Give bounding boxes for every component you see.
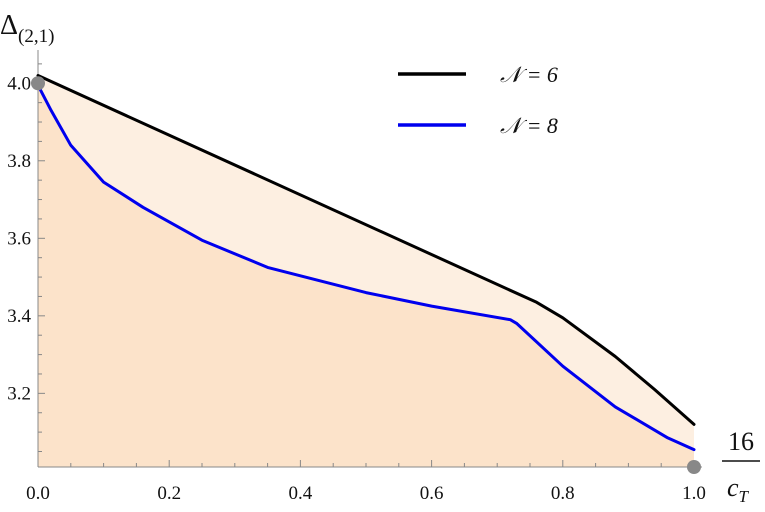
area-fill-2 [38,85,694,467]
series-line-2 [36,83,696,452]
x-tick-label: 0.0 [26,483,50,504]
x-axis-label-denominator: cT [727,473,750,506]
area-fills [38,75,694,467]
series-line-1 [36,74,696,426]
x-axis-label: 16 cT [722,427,760,506]
point-marker-1 [31,76,45,91]
x-tick-label: 0.4 [289,483,313,504]
legend: 𝒩 = 6 𝒩 = 8 [398,62,558,138]
series-lines [36,74,696,452]
y-tick-label: 4.0 [7,73,31,94]
x-tick-label: 0.6 [420,483,444,504]
x-tick-label: 1.0 [682,483,706,504]
axes: 0.0 0.2 0.4 0.6 0.8 1.0 3.2 3.4 3.6 3.8 4.0 [7,50,706,504]
x-axis-label-numerator: 16 [728,427,754,456]
y-tick-label: 3.6 [7,228,31,249]
y-tick-label: 3.4 [7,306,31,327]
y-axis-label: Δ(2,1) [0,10,54,47]
point-marker-2 [687,460,701,474]
y-tick-label: 3.2 [7,383,31,404]
legend-label-2: 𝒩 = 8 [500,113,558,138]
legend-label-1: 𝒩 = 6 [500,62,558,87]
x-tick-label: 0.2 [157,483,181,504]
y-tick-label: 3.8 [7,151,31,172]
point-markers [31,76,701,474]
x-tick-label: 0.8 [551,483,575,504]
